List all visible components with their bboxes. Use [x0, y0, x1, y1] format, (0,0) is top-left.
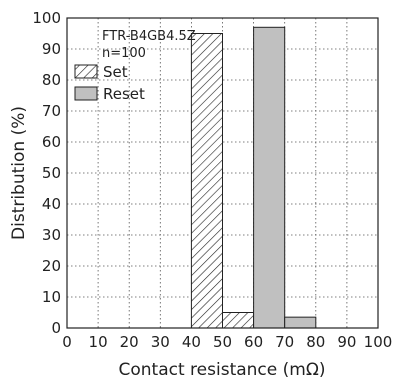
x-tick-label: 70: [275, 333, 294, 351]
legend: Set Reset: [74, 63, 145, 103]
legend-swatch-set: [74, 64, 98, 79]
x-tick-label: 30: [151, 333, 170, 351]
y-tick-label: 60: [42, 133, 61, 151]
x-tick-label: 60: [244, 333, 263, 351]
y-tick-label: 0: [51, 319, 61, 337]
plot-frame: [66, 17, 379, 329]
y-tick-label: 70: [42, 102, 61, 120]
bar-reset-60-70: [253, 26, 286, 329]
bars: [190, 26, 317, 329]
bar-reset-70-80: [284, 316, 317, 329]
y-axis-title: Distribution (%): [9, 106, 29, 240]
x-tick-label: 80: [306, 333, 325, 351]
x-tick-label: 20: [120, 333, 139, 351]
x-tick-label: 0: [62, 333, 72, 351]
x-tick-label: 90: [337, 333, 356, 351]
y-tick-label: 40: [42, 195, 61, 213]
bar-set-40-50: [190, 33, 223, 329]
annotation-count: n=100: [102, 46, 146, 61]
tick-labels: 0 10 20 30 40 50 60 70 80 90 100 0 10 20 30 40 50 60 70 80 9…: [32, 9, 392, 351]
x-tick-label: 10: [89, 333, 108, 351]
y-tick-label: 20: [42, 257, 61, 275]
annotation-model: FTR-B4GB4.5Z: [102, 29, 196, 44]
y-tick-label: 10: [42, 288, 61, 306]
y-tick-label: 30: [42, 226, 61, 244]
y-tick-label: 100: [32, 9, 61, 27]
y-tick-label: 90: [42, 40, 61, 58]
y-tick-label: 50: [42, 164, 61, 182]
legend-label-reset: Reset: [103, 85, 145, 103]
x-tick-label: 100: [364, 333, 393, 351]
legend-label-set: Set: [103, 63, 128, 81]
x-axis-title: Contact resistance (mΩ): [119, 360, 326, 380]
x-tick-label: 50: [213, 333, 232, 351]
x-tick-label: 40: [182, 333, 201, 351]
legend-swatch-reset: [74, 86, 98, 101]
y-tick-label: 80: [42, 71, 61, 89]
bar-set-50-60: [222, 312, 255, 329]
